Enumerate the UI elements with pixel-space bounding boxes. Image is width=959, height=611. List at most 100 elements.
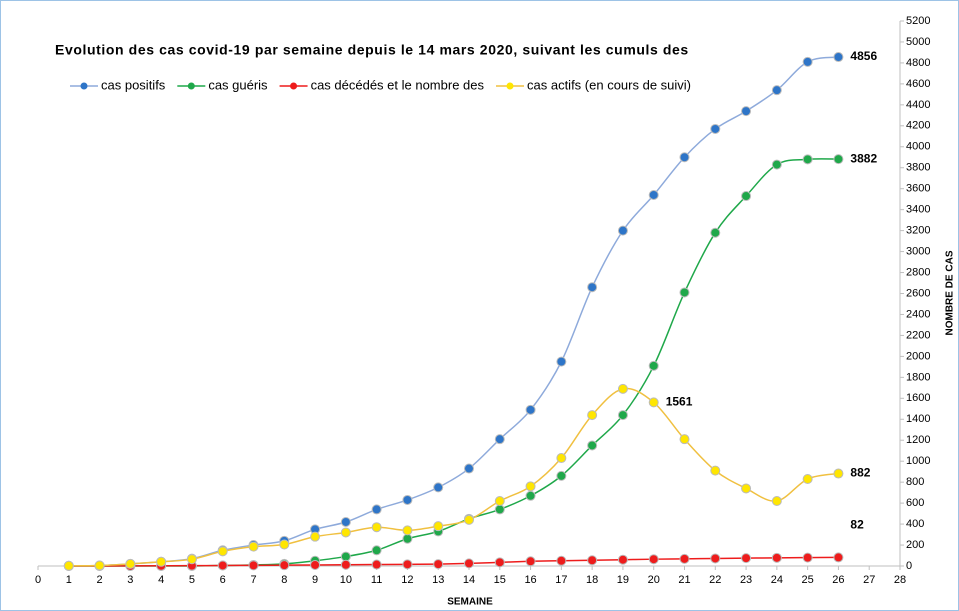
data-point: [433, 482, 444, 493]
x-tick-label: 13: [432, 574, 444, 586]
data-point: [648, 189, 659, 200]
data-point: [494, 496, 505, 507]
x-tick-label: 4: [158, 574, 164, 586]
y-tick-label: 0: [906, 560, 912, 572]
x-tick-label: 21: [678, 574, 690, 586]
x-axis-label: SEMAINE: [447, 597, 493, 608]
x-tick-label: 0: [35, 574, 41, 586]
data-point: [402, 559, 413, 570]
data-point: [525, 490, 536, 501]
y-tick-label: 800: [906, 476, 924, 488]
y-tick-label: 2200: [906, 329, 930, 341]
y-tick-label: 5000: [906, 36, 930, 48]
data-point: [217, 546, 228, 557]
y-tick-label: 4600: [906, 78, 930, 90]
data-point: [833, 154, 844, 165]
data-point: [648, 360, 659, 371]
y-tick-label: 1600: [906, 392, 930, 404]
data-point: [679, 553, 690, 564]
data-point: [556, 356, 567, 367]
data-point: [833, 552, 844, 563]
y-tick-label: 3000: [906, 245, 930, 257]
data-point: [464, 463, 474, 474]
x-tick-label: 3: [127, 574, 133, 586]
x-tick-label: 20: [648, 574, 660, 586]
data-point: [741, 483, 752, 494]
data-point: [433, 521, 444, 532]
data-point: [433, 559, 444, 570]
data-point: [710, 553, 721, 564]
y-tick-label: 2600: [906, 287, 930, 299]
data-point: [771, 496, 782, 507]
data-point: [556, 555, 567, 566]
y-tick-label: 4400: [906, 99, 930, 111]
data-point: [802, 56, 813, 67]
y-tick-label: 1800: [906, 371, 930, 383]
data-point: [248, 560, 259, 571]
legend-label: cas actifs (en cours de suivi): [527, 77, 691, 92]
data-point: [371, 504, 382, 515]
data-point: [494, 434, 505, 445]
y-tick-label: 2000: [906, 350, 930, 362]
x-tick-label: 7: [250, 574, 256, 586]
chart-title: Evolution des cas covid-19 par semaine d…: [55, 42, 689, 58]
data-point: [525, 556, 536, 567]
data-point: [587, 440, 598, 451]
legend-label: cas positifs: [101, 77, 166, 92]
legend-label: cas décédés et le nombre des: [311, 77, 485, 92]
data-point: [248, 541, 259, 552]
data-point: [833, 52, 844, 63]
data-point: [679, 287, 690, 298]
x-tick-label: 12: [401, 574, 413, 586]
data-point: [741, 106, 752, 117]
data-point: [679, 434, 690, 445]
x-tick-label: 9: [312, 574, 318, 586]
y-tick-label: 3400: [906, 204, 930, 216]
x-tick-label: 24: [771, 574, 783, 586]
y-tick-label: 3800: [906, 162, 930, 174]
y-tick-label: 5200: [906, 15, 930, 27]
data-point: [525, 481, 536, 492]
y-tick-label: 4000: [906, 141, 930, 153]
x-tick-label: 8: [281, 574, 287, 586]
data-point: [402, 525, 413, 536]
data-point: [464, 558, 474, 569]
data-point: [771, 552, 782, 563]
x-tick-label: 16: [524, 574, 536, 586]
data-point: [648, 397, 659, 408]
legend-marker: [506, 82, 514, 90]
data-point: [771, 159, 782, 170]
data-point: [710, 123, 721, 134]
data-point: [802, 552, 813, 563]
x-tick-label: 19: [617, 574, 629, 586]
y-tick-label: 4800: [906, 57, 930, 69]
data-point: [310, 559, 321, 570]
x-tick-label: 27: [863, 574, 875, 586]
data-point: [402, 494, 413, 505]
x-tick-label: 28: [894, 574, 906, 586]
data-point: [340, 516, 351, 527]
data-point: [186, 554, 197, 565]
data-point: [710, 227, 721, 238]
x-tick-label: 17: [555, 574, 567, 586]
x-tick-label: 2: [97, 574, 103, 586]
data-point: [402, 533, 413, 544]
data-label: 3882: [850, 151, 877, 165]
x-tick-label: 22: [709, 574, 721, 586]
y-tick-label: 1000: [906, 455, 930, 467]
data-point: [94, 560, 105, 571]
data-point: [310, 531, 321, 542]
legend-label: cas guéris: [208, 77, 268, 92]
y-tick-label: 600: [906, 497, 924, 509]
data-point: [648, 554, 659, 565]
y-tick-label: 400: [906, 518, 924, 530]
data-point: [802, 474, 813, 485]
y-tick-label: 200: [906, 539, 924, 551]
legend-marker: [80, 82, 88, 90]
x-tick-label: 14: [463, 574, 475, 586]
legend-marker: [290, 82, 298, 90]
legend-marker: [187, 82, 195, 90]
data-point: [771, 85, 782, 96]
